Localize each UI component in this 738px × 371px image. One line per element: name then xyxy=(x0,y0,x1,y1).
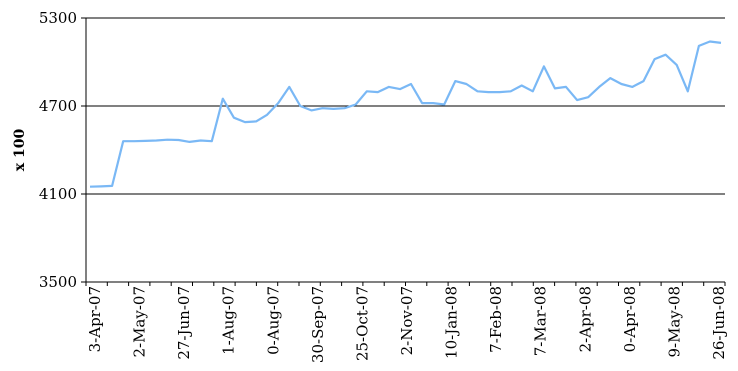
x-tick-label: 1-Aug-07 xyxy=(220,286,238,355)
x-tick-label: 26-Jun-08 xyxy=(710,286,728,360)
x-tick-label: 0-Apr-08 xyxy=(621,286,639,352)
y-tick-labels: 3500 4100 4700 5300 xyxy=(39,9,77,291)
x-tick-label: 30-Sep-07 xyxy=(309,286,327,363)
x-tick-label: 2-Apr-08 xyxy=(576,286,594,352)
x-tick-label: 7-Feb-08 xyxy=(487,286,505,353)
y-tick-label: 5300 xyxy=(39,9,77,27)
gridlines xyxy=(86,17,725,283)
x-tick-label: 27-Jun-07 xyxy=(175,286,193,360)
y-tick-label: 3500 xyxy=(39,273,77,291)
x-tick-label: 2-May-07 xyxy=(131,286,149,358)
y-axis-title: x 100 xyxy=(12,129,28,172)
x-tick-label: 0-Aug-07 xyxy=(264,286,282,355)
y-tick-label: 4100 xyxy=(39,185,77,203)
x-tick-label: 3-Apr-07 xyxy=(86,286,104,352)
series-line xyxy=(89,40,722,188)
x-tick-label: 25-Oct-07 xyxy=(353,286,371,361)
x-tick-label: 10-Jan-08 xyxy=(443,286,461,359)
x-tick-label: 2-Nov-07 xyxy=(398,286,416,355)
axes xyxy=(81,17,726,286)
x-tick-label: 7-Mar-08 xyxy=(532,286,550,356)
y-tick-label: 4700 xyxy=(39,97,77,115)
x-tick-labels: 3-Apr-07 2-May-07 27-Jun-07 1-Aug-07 0-Aug-0… xyxy=(86,286,728,363)
series-layer xyxy=(89,40,722,188)
x-tick-label: 9-May-08 xyxy=(665,286,683,358)
